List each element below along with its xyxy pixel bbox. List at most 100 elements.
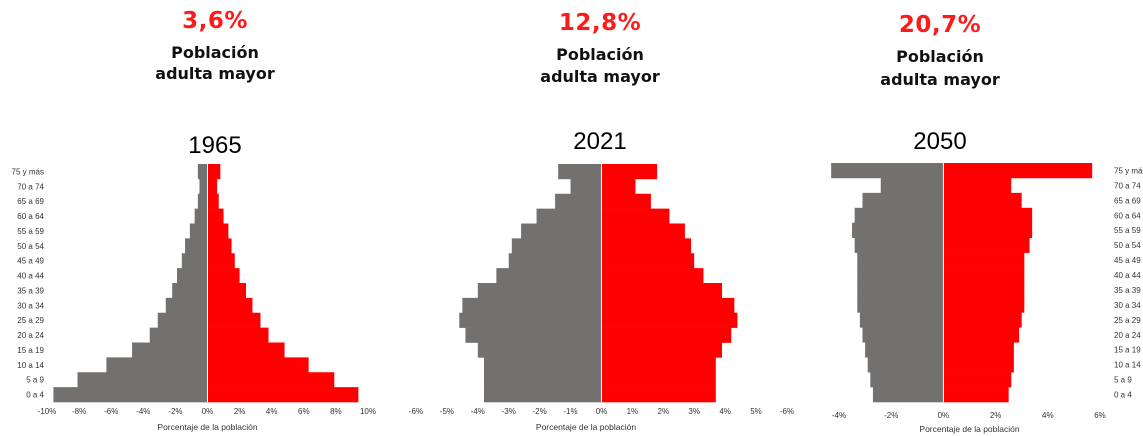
x-tick-label: 6% bbox=[298, 407, 310, 416]
bar-female-15-a-19 bbox=[943, 342, 1014, 358]
bar-male-35-a-39 bbox=[857, 282, 944, 298]
bar-female-70-a-74 bbox=[207, 178, 218, 195]
x-tick-label: -8% bbox=[72, 407, 86, 416]
bar-female-20-a-24 bbox=[207, 327, 269, 343]
bar-male-0-a-4 bbox=[53, 387, 208, 403]
bar-male-55-a-59 bbox=[852, 222, 944, 238]
bar-male-55-a-59 bbox=[521, 223, 602, 239]
bar-female-30-a-34 bbox=[943, 297, 1025, 313]
bar-male-10-a-14 bbox=[106, 357, 208, 373]
bar-female-30-a-34 bbox=[207, 297, 253, 314]
category-label: 5 a 9 bbox=[26, 376, 44, 385]
bar-female-35-a-39 bbox=[601, 283, 722, 299]
x-tick-label: -10% bbox=[38, 407, 57, 416]
x-tick-label: 4% bbox=[1042, 411, 1054, 420]
category-label: 55 a 59 bbox=[17, 227, 44, 236]
category-label: 60 a 64 bbox=[1114, 211, 1141, 220]
headline-line2: adulta mayor bbox=[880, 70, 1000, 89]
x-tick-label: -1% bbox=[563, 407, 577, 416]
bar-female-35-a-39 bbox=[943, 282, 1025, 298]
category-label: 20 a 24 bbox=[1114, 331, 1141, 340]
x-tick-label: 2% bbox=[658, 407, 670, 416]
category-label: 70 a 74 bbox=[17, 182, 44, 191]
headline-line1: Población bbox=[171, 43, 259, 62]
headline-line1: Población bbox=[896, 47, 984, 66]
bar-male-50-a-54 bbox=[854, 237, 944, 253]
category-label: 65 a 69 bbox=[17, 197, 44, 206]
bar-male-45-a-49 bbox=[857, 252, 944, 268]
category-label: 30 a 34 bbox=[17, 301, 44, 310]
x-tick-label: -2% bbox=[532, 407, 546, 416]
bar-female-25-a-29 bbox=[207, 312, 261, 328]
category-label: 75 y más bbox=[1114, 167, 1143, 176]
category-label: 50 a 54 bbox=[17, 242, 44, 251]
bar-female-10-a-14 bbox=[601, 357, 716, 373]
x-tick-label: 10% bbox=[360, 407, 376, 416]
bar-female-20-a-24 bbox=[943, 327, 1020, 343]
bar-male-20-a-24 bbox=[862, 327, 944, 343]
bar-female-60-a-64 bbox=[943, 207, 1033, 224]
bar-male-30-a-34 bbox=[857, 297, 944, 313]
bar-male-65-a-69 bbox=[555, 193, 602, 209]
category-label: 15 a 19 bbox=[1114, 346, 1141, 355]
x-tick-label: -4% bbox=[832, 411, 846, 420]
bar-female-5-a-9 bbox=[943, 372, 1012, 388]
category-label: 25 a 29 bbox=[1114, 316, 1141, 325]
x-tick-label: 4% bbox=[719, 407, 731, 416]
category-label: 55 a 59 bbox=[1114, 226, 1141, 235]
x-tick-label: -5% bbox=[440, 407, 454, 416]
bar-female-25-a-29 bbox=[601, 312, 738, 328]
bar-female-45-a-49 bbox=[943, 252, 1025, 268]
bar-female-25-a-29 bbox=[943, 312, 1022, 328]
x-tick-label: 3% bbox=[688, 407, 700, 416]
x-tick-label: 4% bbox=[266, 407, 278, 416]
bar-male-15-a-19 bbox=[477, 342, 602, 358]
category-label: 0 a 4 bbox=[26, 391, 44, 400]
bar-female-10-a-14 bbox=[943, 357, 1014, 373]
bar-male-50-a-54 bbox=[511, 238, 602, 254]
bar-male-70-a-74 bbox=[570, 178, 602, 195]
bar-male-30-a-34 bbox=[165, 297, 208, 314]
bar-male-5-a-9 bbox=[484, 372, 602, 388]
percent-label: 20,7% bbox=[898, 12, 982, 38]
bar-female-60-a-64 bbox=[207, 208, 224, 224]
bar-male-40-a-44 bbox=[177, 268, 208, 284]
bar-female-0-a-4 bbox=[943, 387, 1009, 403]
bar-male-15-a-19 bbox=[132, 342, 208, 358]
bar-male-60-a-64 bbox=[194, 208, 208, 224]
bar-male-55-a-59 bbox=[189, 223, 208, 239]
category-label: 5 a 9 bbox=[1114, 376, 1132, 385]
bar-female-10-a-14 bbox=[207, 357, 309, 373]
category-label: 65 a 69 bbox=[1114, 196, 1141, 205]
bar-male-40-a-44 bbox=[496, 268, 602, 284]
x-tick-label: -3% bbox=[502, 407, 516, 416]
x-tick-label-extra: -6% bbox=[780, 407, 794, 416]
bar-male-25-a-29 bbox=[459, 312, 602, 328]
bar-female-75-y-más bbox=[601, 164, 658, 180]
bar-female-15-a-19 bbox=[601, 342, 722, 358]
headline-line2: adulta mayor bbox=[540, 67, 660, 86]
bar-male-25-a-29 bbox=[157, 312, 208, 328]
bar-male-40-a-44 bbox=[857, 267, 944, 283]
bar-female-5-a-9 bbox=[601, 372, 716, 388]
headline-line2: adulta mayor bbox=[155, 64, 275, 83]
x-axis-title: Porcentaje de la población bbox=[919, 424, 1019, 434]
year-title: 1965 bbox=[188, 132, 242, 159]
category-label: 0 a 4 bbox=[1114, 391, 1132, 400]
bar-male-0-a-4 bbox=[872, 387, 944, 403]
bar-female-50-a-54 bbox=[943, 237, 1030, 253]
bar-female-75-y-más bbox=[207, 164, 221, 180]
bar-female-45-a-49 bbox=[207, 253, 235, 269]
bar-male-75-y-más bbox=[558, 164, 602, 180]
bar-female-55-a-59 bbox=[601, 223, 685, 239]
category-label: 45 a 49 bbox=[17, 257, 44, 266]
x-tick-label: 2% bbox=[234, 407, 246, 416]
x-tick-label: -4% bbox=[471, 407, 485, 416]
bar-female-65-a-69 bbox=[943, 192, 1022, 209]
category-label: 45 a 49 bbox=[1114, 256, 1141, 265]
category-label: 10 a 14 bbox=[1114, 361, 1141, 370]
bar-male-65-a-69 bbox=[862, 192, 944, 209]
bar-female-55-a-59 bbox=[943, 222, 1033, 238]
bar-male-65-a-69 bbox=[197, 193, 208, 209]
